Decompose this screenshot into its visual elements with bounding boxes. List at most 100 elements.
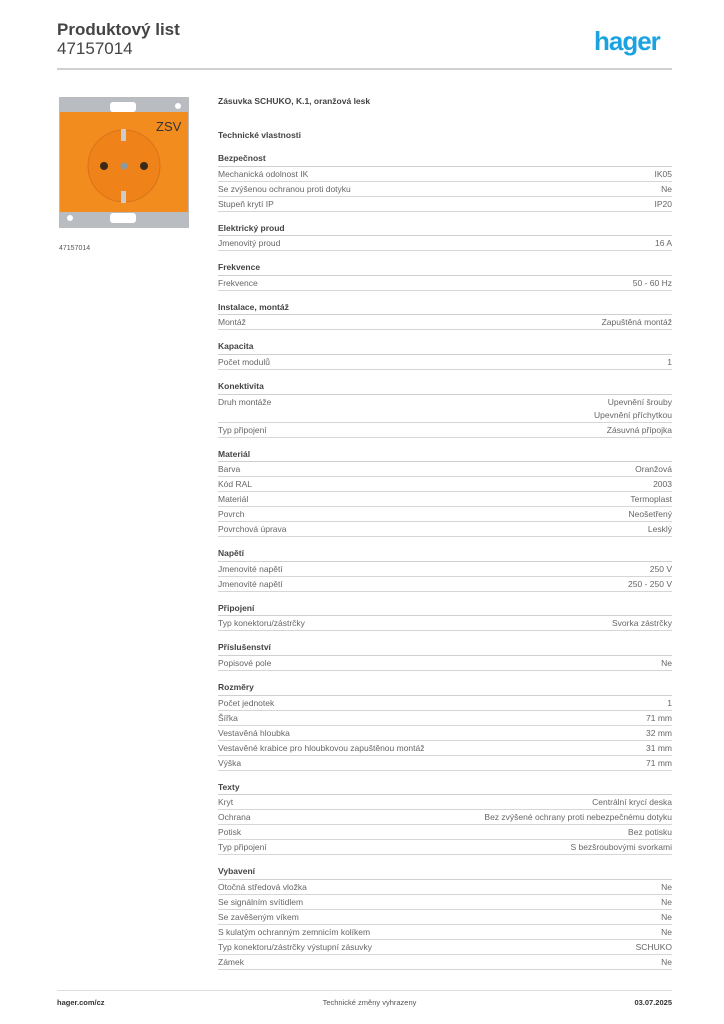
section-title: Technické vlastnosti (218, 130, 301, 140)
spec-label: Povrchová úprava (218, 524, 287, 535)
spec-label: S kulatým ochranným zemnicím kolíkem (218, 926, 371, 937)
spec-row: Typ konektoru/zástrčky výstupní zásuvky S… (218, 940, 672, 955)
spec-row: Jmenovitý proud 16 A (218, 236, 672, 252)
spec-value: Svorka zástrčky (612, 618, 672, 629)
spec-row: Materiál Termoplast (218, 492, 672, 508)
spec-label: Stupeň krytí IP (218, 198, 274, 209)
section-heading: Texty (218, 781, 672, 796)
spec-value: Ne (661, 896, 672, 907)
page-title: Produktový list (57, 20, 180, 39)
spec-label: Vestavěná hloubka (218, 727, 290, 738)
image-caption: 47157014 (59, 245, 91, 252)
footer: hager.com/cz Technické změny vyhrazeny 0… (57, 998, 672, 1007)
spec-row: Jmenovité napětí 250 V (218, 562, 672, 577)
spec-row: Se zavěšeným víkem Ne (218, 910, 672, 925)
footer-date: 03.07.2025 (634, 998, 672, 1007)
spec-section: Instalace, montáž Montáž Zapuštěná montáž (218, 301, 672, 331)
spec-row: Se zvýšenou ochranou proti dotyku Ne (218, 182, 672, 197)
spec-section: Bezpečnost Mechanická odolnost IK IK05 Se z… (218, 152, 672, 212)
spec-label: Se zavěšeným víkem (218, 911, 299, 922)
spec-row: Počet modulů 1 (218, 355, 672, 370)
spec-label: Šířka (218, 712, 238, 723)
spec-label: Vestavěné krabice pro hloubkovou zapuště… (218, 742, 425, 753)
zsv-label: ZSV (156, 119, 182, 134)
spec-value: 2003 (653, 479, 672, 490)
spec-value: 1 (667, 356, 672, 367)
spec-label: Materiál (218, 494, 249, 505)
spec-value: IP20 (654, 198, 673, 209)
spec-row: Kryt Centrální krycí deska (218, 795, 672, 811)
spec-value: Ne (661, 657, 672, 668)
spec-value: SCHUKO (635, 941, 672, 952)
spec-row: Se signálním svítidlem Ne (218, 895, 672, 910)
spec-value: Lesklý (647, 524, 672, 535)
spec-label: Typ konektoru/zástrčky (218, 618, 305, 629)
spec-row: Vestavěné krabice pro hloubkovou zapuště… (218, 741, 672, 756)
spec-row: Šířka 71 mm (218, 711, 672, 726)
spec-label: Otočná středová vložka (218, 881, 307, 892)
section-heading: Kapacita (218, 340, 672, 355)
spec-row: Povrchová úprava Lesklý (218, 522, 672, 538)
footer-website-link[interactable]: hager.com/cz (57, 998, 105, 1007)
spec-section: Konektivita Druh montáže Upevnění šrouby U… (218, 380, 672, 438)
spec-row: Vestavěná hloubka 32 mm (218, 726, 672, 741)
spec-label: Zámek (218, 956, 244, 967)
footer-divider (57, 990, 672, 991)
spec-row: Počet jednotek 1 (218, 696, 672, 711)
spec-value: Bez zvýšené ochrany proti nebezpečnému d… (484, 812, 672, 823)
spec-label: Barva (218, 464, 241, 475)
spec-label: Jmenovitý proud (218, 238, 281, 249)
spec-row: Typ připojení S bezšroubovými svorkami (218, 840, 672, 856)
spec-label: Frekvence (218, 277, 258, 288)
spec-sections: Bezpečnost Mechanická odolnost IK IK05 Se z… (218, 152, 672, 970)
spec-value: Bez potisku (628, 827, 672, 838)
spec-value: Ne (661, 881, 672, 892)
spec-value: Oranžová (635, 464, 672, 475)
spec-row: Frekvence 50 - 60 Hz (218, 276, 672, 291)
spec-label: Typ připojení (218, 424, 267, 435)
spec-row: Mechanická odolnost IK IK05 (218, 167, 672, 182)
spec-label: Potisk (218, 827, 242, 838)
document-number: 47157014 (57, 39, 133, 58)
spec-section: Texty Kryt Centrální krycí deska Ochrana Bez… (218, 781, 672, 856)
spec-label: Jmenovité napětí (218, 578, 283, 589)
spec-label: Typ konektoru/zástrčky výstupní zásuvky (218, 941, 373, 952)
spec-label: Druh montáže (218, 396, 272, 407)
spec-row: Povrch Neošetřený (218, 507, 672, 523)
spec-value: Upevnění šrouby Upevnění příchytkou (594, 396, 672, 420)
section-heading: Příslušenství (218, 641, 672, 656)
spec-label: Se zvýšenou ochranou proti dotyku (218, 183, 351, 194)
spec-value: 71 mm (646, 757, 672, 768)
section-heading: Rozměry (218, 681, 672, 696)
spec-label: Počet modulů (218, 356, 270, 367)
spec-value: Ne (661, 926, 672, 937)
spec-value: 71 mm (646, 712, 672, 723)
section-heading: Připojení (218, 602, 672, 617)
spec-value: Termoplast (630, 494, 672, 505)
spec-section: Rozměry Počet jednotek 1 Šířka 71 mm Vestavěn… (218, 681, 672, 771)
spec-section: Vybavení Otočná středová vložka Ne Se signá… (218, 865, 672, 970)
spec-value: Ne (661, 956, 672, 967)
spec-row: Potisk Bez potisku (218, 825, 672, 841)
spec-label: Popisové pole (218, 657, 272, 668)
spec-value: 32 mm (646, 727, 672, 738)
spec-value: Ne (661, 911, 672, 922)
spec-label: Počet jednotek (218, 697, 275, 708)
spec-label: Jmenovité napětí (218, 563, 283, 574)
spec-label: Typ připojení (218, 842, 267, 853)
spec-value: Centrální krycí deska (592, 797, 672, 808)
spec-value: 250 V (649, 563, 672, 574)
spec-row: Popisové pole Ne (218, 656, 672, 671)
section-heading: Frekvence (218, 261, 672, 276)
spec-value: Zásuvná přípojka (606, 424, 672, 435)
spec-row: Výška 71 mm (218, 756, 672, 771)
spec-label: Povrch (218, 509, 245, 520)
spec-row: Typ připojení Zásuvná přípojka (218, 423, 672, 438)
spec-label: Mechanická odolnost IK (218, 168, 309, 179)
spec-row: Stupeň krytí IP IP20 (218, 197, 672, 212)
spec-row: Ochrana Bez zvýšené ochrany proti nebezpe… (218, 810, 672, 826)
spec-value: S bezšroubovými svorkami (570, 842, 672, 853)
spec-section: Napětí Jmenovité napětí 250 V Jmenovité nap… (218, 547, 672, 592)
spec-row: S kulatým ochranným zemnicím kolíkem Ne (218, 925, 672, 940)
section-heading: Napětí (218, 547, 672, 562)
